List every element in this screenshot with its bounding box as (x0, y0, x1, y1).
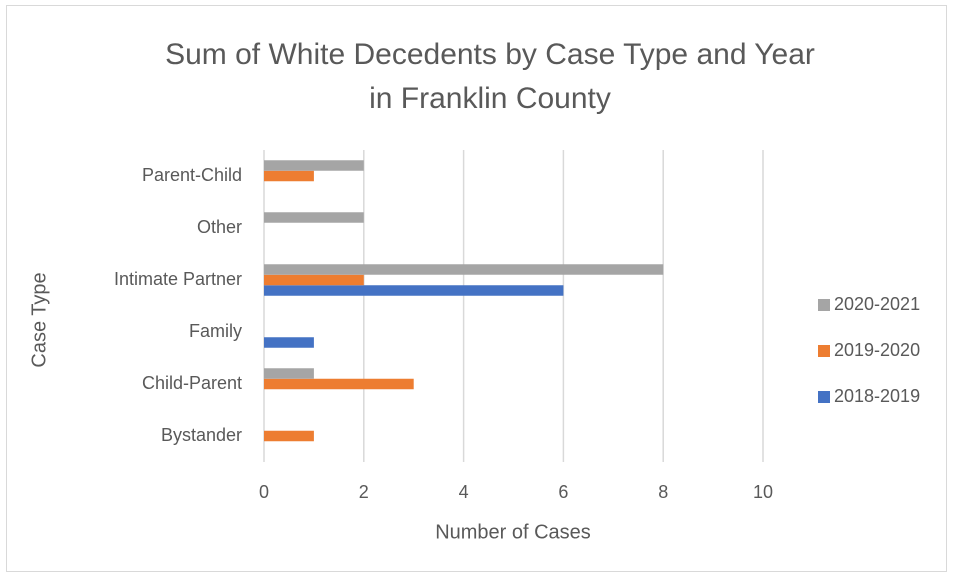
legend-swatch (818, 345, 830, 357)
legend-label: 2020-2021 (834, 294, 920, 314)
bar (264, 274, 364, 286)
chart-title: in Franklin County (369, 82, 611, 115)
y-tick-label: Child-Parent (142, 373, 242, 393)
bar (264, 285, 564, 296)
bar (264, 264, 664, 275)
bar (264, 378, 414, 390)
bar (264, 212, 364, 223)
bar (264, 337, 314, 348)
y-tick-label: Family (189, 321, 242, 341)
legend-label: 2018-2019 (834, 386, 920, 406)
x-tick-label: 0 (259, 482, 269, 502)
y-tick-label: Bystander (161, 425, 242, 445)
bar (264, 368, 314, 379)
x-axis-label: Number of Cases (435, 521, 591, 543)
y-tick-label: Other (197, 217, 242, 237)
bar (264, 170, 314, 182)
bar (264, 430, 314, 442)
x-tick-label: 2 (359, 482, 369, 502)
legend-label: 2019-2020 (834, 340, 920, 360)
x-tick-label: 4 (459, 482, 469, 502)
x-tick-label: 10 (753, 482, 773, 502)
bar (264, 160, 364, 171)
x-tick-label: 6 (558, 482, 568, 502)
y-tick-label: Intimate Partner (114, 269, 242, 289)
legend-swatch (818, 391, 830, 403)
x-tick-label: 8 (658, 482, 668, 502)
y-axis-label: Case Type (28, 272, 50, 367)
y-tick-label: Parent-Child (142, 165, 242, 185)
chart-title: Sum of White Decedents by Case Type and … (165, 38, 815, 71)
legend-swatch (818, 299, 830, 311)
